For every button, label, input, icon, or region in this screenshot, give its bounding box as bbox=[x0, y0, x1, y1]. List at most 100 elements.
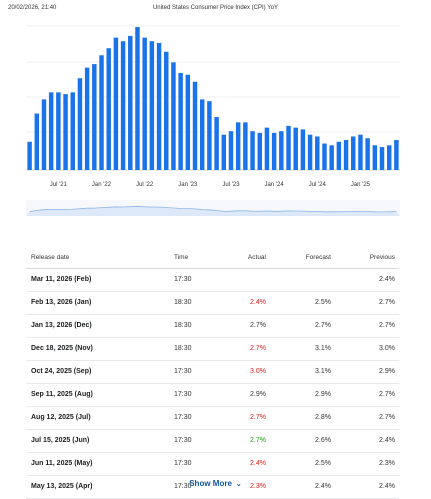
time-cell: 17:30 bbox=[174, 368, 192, 375]
time-cell: 17:30 bbox=[174, 414, 192, 421]
bar-dec-21[interactable] bbox=[92, 64, 97, 170]
actual-cell: 2.3% bbox=[250, 483, 266, 490]
bar-jul-21[interactable] bbox=[56, 92, 61, 170]
bar-mar-23[interactable] bbox=[199, 99, 205, 170]
bar-dec-23[interactable] bbox=[264, 127, 270, 170]
bar-jan-22[interactable] bbox=[99, 55, 104, 170]
bar-jun-24[interactable] bbox=[307, 134, 313, 170]
bar-oct-24[interactable] bbox=[336, 141, 342, 170]
bar-sep-24[interactable] bbox=[329, 145, 334, 170]
timestamp: 20/02/2026, 21:40 bbox=[8, 5, 57, 11]
bar-mar-24[interactable] bbox=[286, 125, 291, 170]
bar-jun-25[interactable] bbox=[394, 140, 399, 170]
table-row: Jan 13, 2026 (Dec) 18:30 2.7% 2.7% 2.7% bbox=[26, 315, 399, 338]
bar-apr-25[interactable] bbox=[379, 147, 385, 170]
actual-cell: 2.7% bbox=[250, 345, 266, 352]
x-tick-label: Jan '25 bbox=[351, 182, 371, 188]
release-date-cell: Dec 18, 2025 (Nov) bbox=[31, 345, 93, 352]
page-header: 20/02/2026, 21:40 United States Consumer… bbox=[0, 0, 431, 18]
actual-cell: 2.7% bbox=[250, 437, 266, 444]
bar-jan-23[interactable] bbox=[185, 74, 191, 170]
bar-jul-23[interactable] bbox=[228, 131, 234, 170]
bar-dec-22[interactable] bbox=[178, 72, 183, 170]
forecast-cell: 2.4% bbox=[315, 483, 331, 490]
navigator-line bbox=[29, 205, 397, 213]
bar-may-25[interactable] bbox=[386, 145, 392, 170]
previous-cell: 2.7% bbox=[379, 322, 395, 329]
previous-cell: 2.4% bbox=[379, 276, 395, 283]
bar-nov-23[interactable] bbox=[257, 132, 262, 170]
forecast-cell: 2.9% bbox=[315, 391, 331, 398]
bar-dec-24[interactable] bbox=[351, 136, 356, 170]
table-row: Aug 12, 2025 (Jul) 17:30 2.7% 2.8% 2.7% bbox=[26, 407, 399, 430]
previous-cell: 2.3% bbox=[379, 460, 395, 467]
range-navigator[interactable] bbox=[0, 0, 431, 235]
bar-jan-24[interactable] bbox=[271, 132, 277, 170]
x-tick-label: Jul '22 bbox=[136, 182, 154, 188]
bar-may-21[interactable] bbox=[41, 99, 47, 170]
bar-may-24[interactable] bbox=[300, 129, 306, 170]
bar-oct-21[interactable] bbox=[77, 78, 83, 170]
bar-jul-24[interactable] bbox=[315, 136, 320, 170]
bar-jun-23[interactable] bbox=[221, 134, 227, 170]
previous-cell: 2.7% bbox=[379, 391, 395, 398]
previous-cell: 2.9% bbox=[379, 368, 395, 375]
header-actual: Actual bbox=[247, 254, 266, 261]
bar-oct-22[interactable] bbox=[164, 51, 169, 171]
table-row: Feb 13, 2026 (Jan) 18:30 2.4% 2.5% 2.7% bbox=[26, 292, 399, 315]
header-release-date: Release date bbox=[31, 254, 70, 261]
bar-mar-22[interactable] bbox=[113, 37, 119, 171]
bar-may-23[interactable] bbox=[214, 117, 219, 170]
time-cell: 17:30 bbox=[174, 437, 192, 444]
bar-sep-21[interactable] bbox=[70, 92, 75, 170]
bar-feb-23[interactable] bbox=[192, 81, 198, 170]
table-row: Jun 11, 2025 (May) 17:30 2.4% 2.5% 2.3% bbox=[26, 453, 399, 476]
bar-oct-23[interactable] bbox=[250, 131, 255, 170]
chevron-down-icon: ⌄ bbox=[235, 481, 242, 488]
bar-feb-25[interactable] bbox=[365, 138, 370, 170]
previous-cell: 2.7% bbox=[379, 299, 395, 306]
bar-feb-22[interactable] bbox=[106, 48, 111, 170]
show-more-button[interactable]: Show More ⌄ bbox=[0, 479, 431, 488]
bar-sep-22[interactable] bbox=[156, 42, 162, 170]
bar-jan-25[interactable] bbox=[358, 134, 363, 170]
bar-nov-24[interactable] bbox=[343, 140, 349, 170]
table-row: Mar 11, 2026 (Feb) 17:30 2.4% bbox=[26, 269, 399, 292]
bar-apr-23[interactable] bbox=[207, 101, 212, 170]
forecast-cell: 2.7% bbox=[315, 322, 331, 329]
bar-mar-21[interactable] bbox=[27, 141, 32, 170]
header-time: Time bbox=[174, 254, 189, 261]
bar-nov-22[interactable] bbox=[171, 62, 176, 170]
bar-apr-24[interactable] bbox=[293, 127, 298, 170]
table-row: Sep 11, 2025 (Aug) 17:30 2.9% 2.9% 2.7% bbox=[26, 384, 399, 407]
actual-cell: 2.4% bbox=[250, 299, 266, 306]
bar-apr-22[interactable] bbox=[120, 41, 126, 171]
bar-sep-23[interactable] bbox=[243, 122, 248, 170]
forecast-cell: 2.8% bbox=[315, 414, 331, 421]
x-tick-label: Jul '24 bbox=[309, 182, 327, 188]
release-date-cell: Sep 11, 2025 (Aug) bbox=[31, 391, 93, 398]
bar-aug-24[interactable] bbox=[322, 143, 327, 170]
bar-jul-22[interactable] bbox=[142, 37, 147, 171]
bar-aug-21[interactable] bbox=[63, 94, 68, 170]
previous-cell: 2.7% bbox=[379, 414, 395, 421]
release-date-cell: May 13, 2025 (Apr) bbox=[31, 483, 93, 490]
bar-aug-22[interactable] bbox=[149, 41, 155, 171]
bar-apr-21[interactable] bbox=[34, 113, 40, 170]
previous-cell: 2.4% bbox=[379, 437, 395, 444]
bar-jun-21[interactable] bbox=[48, 92, 54, 170]
bar-jun-22[interactable] bbox=[135, 27, 140, 171]
previous-cell: 3.0% bbox=[379, 345, 395, 352]
bar-nov-21[interactable] bbox=[84, 67, 90, 170]
x-tick-label: Jan '24 bbox=[265, 182, 285, 188]
time-cell: 17:30 bbox=[174, 460, 192, 467]
x-tick-label: Jan '22 bbox=[92, 182, 112, 188]
bar-mar-25[interactable] bbox=[372, 145, 378, 170]
bar-may-22[interactable] bbox=[128, 35, 133, 170]
bar-feb-24[interactable] bbox=[279, 131, 284, 170]
cpi-bar-chart: Jul '21 Jan '22 Jul '22 Jan '23 Jul '23 Jan '… bbox=[26, 25, 400, 188]
time-cell: 18:30 bbox=[174, 345, 192, 352]
bar-aug-23[interactable] bbox=[235, 122, 241, 170]
table-header: Release date Time Actual Forecast Previo… bbox=[26, 248, 399, 269]
previous-cell: 2.4% bbox=[379, 483, 395, 490]
